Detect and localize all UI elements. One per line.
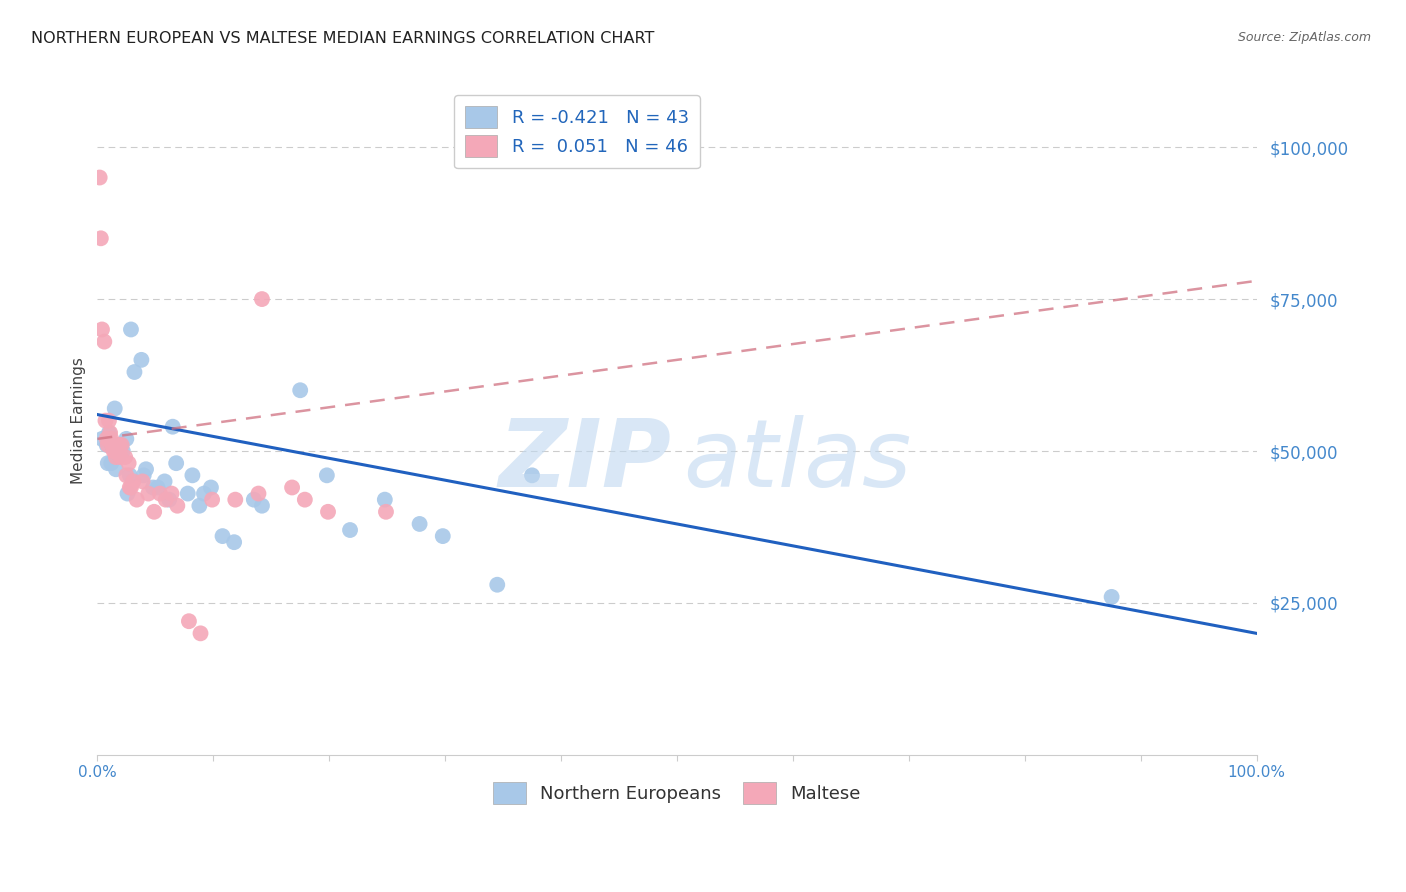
Point <box>118 481 141 495</box>
Point <box>125 492 148 507</box>
Point <box>294 492 316 507</box>
Point <box>101 438 124 452</box>
Point <box>408 516 430 531</box>
Point <box>374 492 396 507</box>
Point <box>120 322 142 336</box>
Point <box>200 481 222 495</box>
Point <box>201 492 224 507</box>
Point <box>181 468 204 483</box>
Point <box>96 432 118 446</box>
Point <box>117 486 139 500</box>
Point <box>131 475 153 489</box>
Point <box>115 468 138 483</box>
Point <box>224 535 246 549</box>
Point <box>104 438 127 452</box>
Text: atlas: atlas <box>683 416 911 507</box>
Point <box>103 444 125 458</box>
Point <box>105 438 128 452</box>
Point <box>157 492 180 507</box>
Point <box>124 365 146 379</box>
Point <box>110 450 132 464</box>
Point <box>100 456 122 470</box>
Point <box>104 462 127 476</box>
Point <box>90 231 112 245</box>
Point <box>1101 590 1123 604</box>
Point <box>97 425 120 440</box>
Point <box>193 486 215 500</box>
Text: Source: ZipAtlas.com: Source: ZipAtlas.com <box>1237 31 1371 45</box>
Text: ZIP: ZIP <box>498 415 671 507</box>
Point <box>100 432 122 446</box>
Point <box>114 450 136 464</box>
Point <box>91 432 114 446</box>
Point <box>146 481 169 495</box>
Point <box>162 419 184 434</box>
Point <box>143 505 166 519</box>
Point <box>155 492 177 507</box>
Point <box>107 450 129 464</box>
Point <box>190 626 212 640</box>
Point <box>104 444 127 458</box>
Point <box>224 492 246 507</box>
Point <box>93 334 115 349</box>
Point <box>135 462 157 476</box>
Point <box>110 438 132 452</box>
Point <box>107 444 129 458</box>
Point <box>120 481 142 495</box>
Legend: Northern Europeans, Maltese: Northern Europeans, Maltese <box>485 772 869 813</box>
Point <box>89 170 111 185</box>
Point <box>281 481 304 495</box>
Point <box>108 444 131 458</box>
Point <box>149 486 172 500</box>
Point <box>104 450 127 464</box>
Point <box>290 383 312 397</box>
Point <box>153 475 176 489</box>
Point <box>142 481 165 495</box>
Point <box>115 432 138 446</box>
Point <box>315 468 337 483</box>
Point <box>111 438 134 452</box>
Point <box>117 456 139 470</box>
Point <box>316 505 339 519</box>
Point <box>188 499 211 513</box>
Point <box>94 414 117 428</box>
Point <box>177 486 200 500</box>
Point <box>250 499 273 513</box>
Point <box>165 456 187 470</box>
Point <box>486 578 509 592</box>
Point <box>101 438 124 452</box>
Point <box>104 401 127 416</box>
Point <box>111 444 134 458</box>
Point <box>177 614 200 628</box>
Point <box>138 486 160 500</box>
Point <box>96 438 118 452</box>
Point <box>211 529 233 543</box>
Point <box>247 486 270 500</box>
Point <box>122 475 145 489</box>
Y-axis label: Median Earnings: Median Earnings <box>72 357 86 484</box>
Point <box>339 523 361 537</box>
Text: NORTHERN EUROPEAN VS MALTESE MEDIAN EARNINGS CORRELATION CHART: NORTHERN EUROPEAN VS MALTESE MEDIAN EARN… <box>31 31 654 46</box>
Point <box>132 468 155 483</box>
Point <box>520 468 543 483</box>
Point <box>108 438 131 452</box>
Point <box>432 529 454 543</box>
Point <box>91 322 114 336</box>
Point <box>375 505 398 519</box>
Point <box>118 468 141 483</box>
Point <box>97 414 120 428</box>
Point <box>97 456 120 470</box>
Point <box>160 486 183 500</box>
Point <box>97 438 120 452</box>
Point <box>243 492 266 507</box>
Point <box>250 292 273 306</box>
Point <box>166 499 188 513</box>
Point <box>131 352 153 367</box>
Point <box>107 444 129 458</box>
Point <box>98 425 121 440</box>
